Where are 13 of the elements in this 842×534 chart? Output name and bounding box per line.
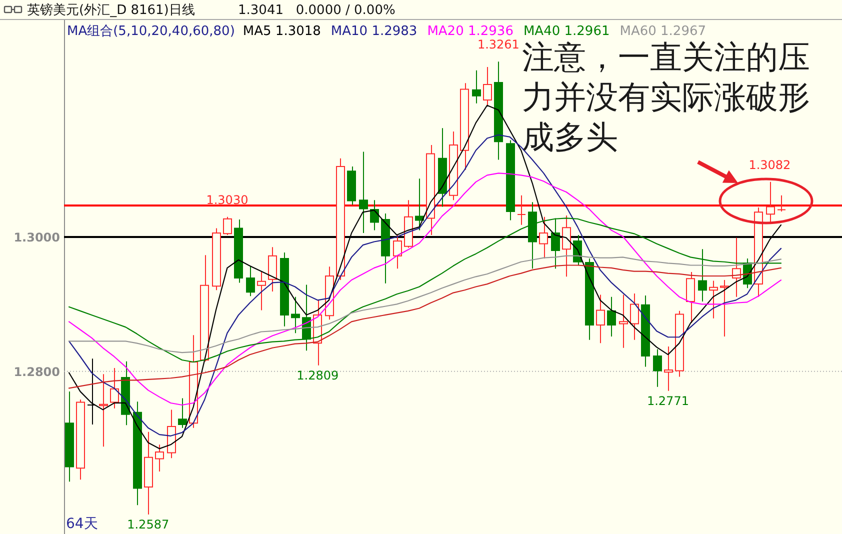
title: 英镑美元(外汇_D 8161)日线 <box>27 3 195 18</box>
legend-title: MA组合(5,10,20,40,60,80) <box>67 24 235 39</box>
annotation: 注意，一直关注的压力并没有实际涨破形成多头 <box>522 38 810 156</box>
annotation: 1.2771 <box>646 394 689 408</box>
ytick: 1.3000 <box>14 230 60 245</box>
annotation: 1.3030 <box>206 192 248 207</box>
annotation: 1.2587 <box>127 518 170 532</box>
ytick: 1.2800 <box>14 364 60 379</box>
annotation: 1.3082 <box>748 158 791 172</box>
annotation: 1.3261 <box>477 38 520 52</box>
annotation: 1.2809 <box>296 368 339 382</box>
annotation: 64天 <box>66 516 98 532</box>
subtitle: 1.3041 0.0000 / 0.00% <box>238 3 396 18</box>
